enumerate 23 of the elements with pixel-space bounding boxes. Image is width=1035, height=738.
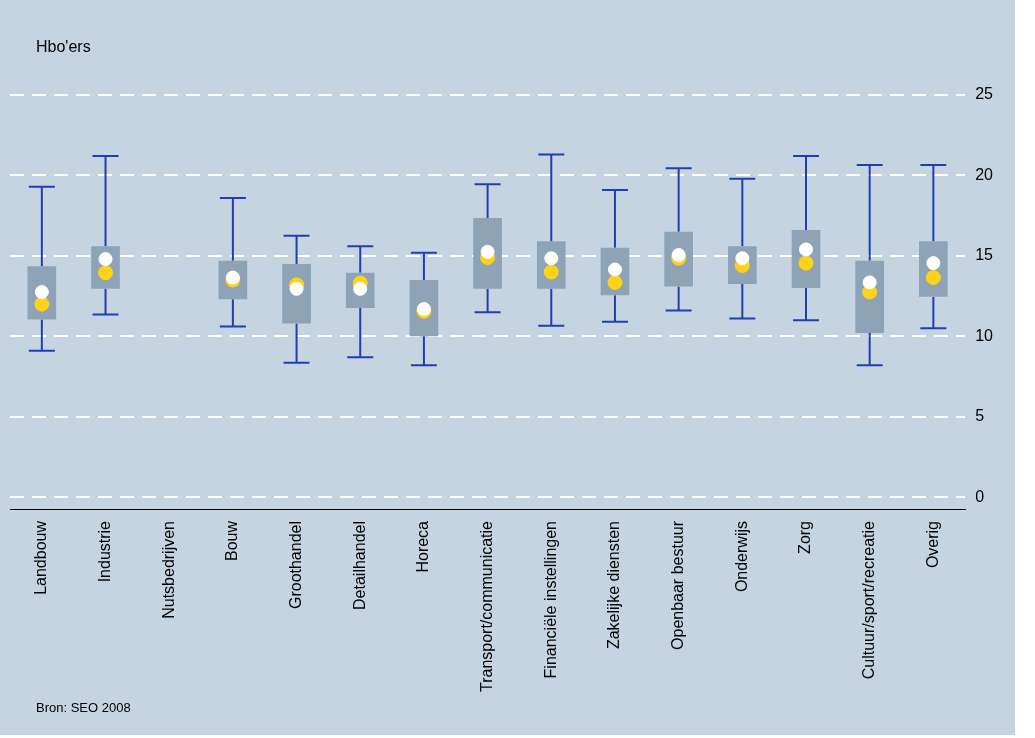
x-tick-label: Overig (923, 520, 941, 569)
y-tick-label: 5 (975, 407, 985, 425)
x-tick-label: Onderwijs (732, 520, 750, 593)
x-tick-label: Groothandel (286, 520, 304, 610)
y-axis-title: Hbo'ers (36, 38, 91, 55)
y-tick-label: 0 (975, 487, 985, 505)
y-tick-label: 25 (975, 85, 994, 103)
y-tick-label: 10 (975, 326, 994, 344)
x-tick-label: Detailhandel (350, 520, 368, 610)
x-tick-label: Industrie (95, 520, 113, 583)
y-tick-label: 15 (975, 246, 994, 264)
x-tick-label: Openbaar bestuur (669, 520, 687, 650)
x-tick-label: Transport/communicatie (478, 520, 496, 693)
x-tick-label: Bouw (223, 520, 241, 562)
x-tick-label: Zakelijke diensten (605, 520, 623, 650)
x-tick-label: Cultuur/sport/recreatie (860, 520, 878, 680)
x-tick-label: Zorg (796, 520, 814, 554)
x-tick-label: Landbouw (32, 520, 50, 595)
x-tick-label: Horeca (414, 520, 432, 573)
x-tick-label: Nutsbedrijven (159, 520, 177, 619)
x-tick-label: Financiële instellingen (541, 520, 559, 679)
text: Bron: SEO 2008 (36, 700, 131, 715)
y-tick-label: 20 (975, 165, 994, 183)
